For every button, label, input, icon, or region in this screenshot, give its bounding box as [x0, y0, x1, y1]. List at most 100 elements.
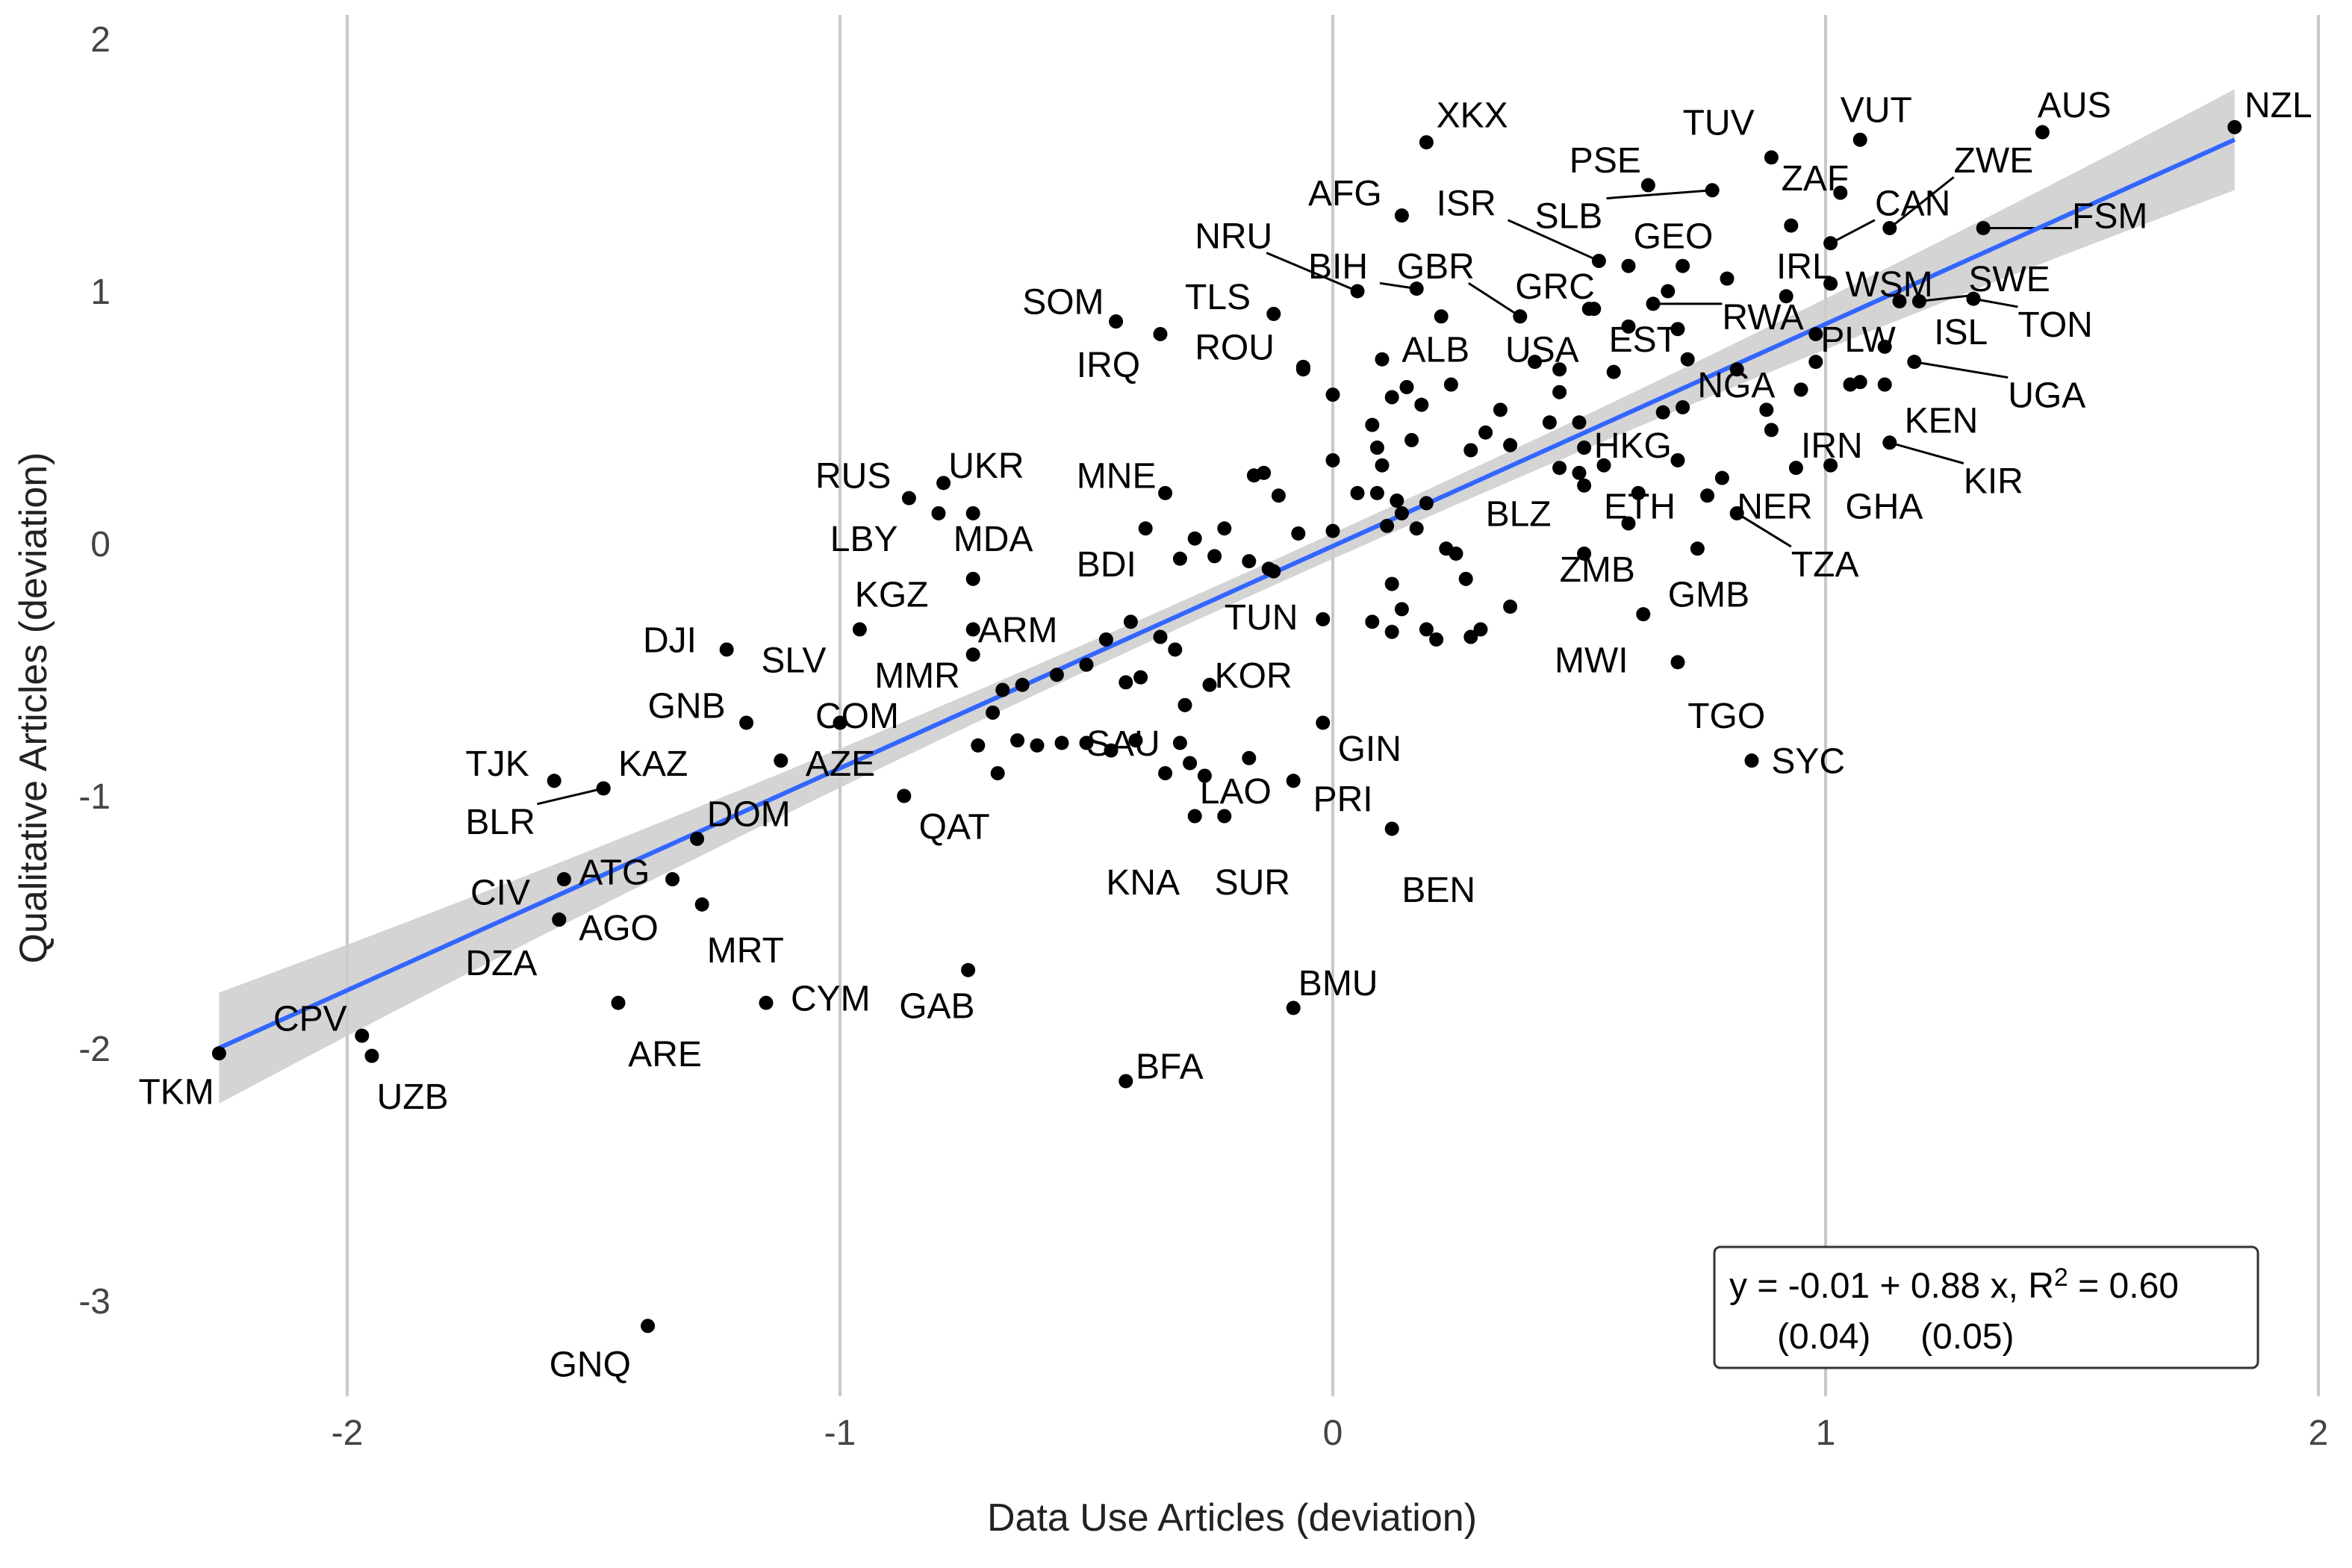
data-point-bih [1409, 281, 1424, 296]
data-point-vut [1852, 132, 1867, 147]
data-point [1390, 494, 1404, 508]
leader-line-uga [1914, 361, 2009, 379]
data-point-ken [1877, 377, 1892, 392]
y-tick-label: -2 [78, 1030, 111, 1069]
point-label-aze: AZE [806, 744, 875, 784]
point-label-gab: GAB [899, 987, 974, 1027]
data-point-gmb [1690, 541, 1705, 556]
point-label-rus: RUS [815, 457, 891, 497]
point-label-nga: NGA [1697, 366, 1775, 405]
data-point [1365, 417, 1380, 432]
data-point [1729, 362, 1744, 377]
data-point [1384, 390, 1399, 405]
annotation-line-2: (0.04) (0.05) [1777, 1317, 2014, 1357]
data-point [995, 682, 1010, 697]
data-point [1172, 551, 1187, 566]
data-point [1010, 733, 1025, 748]
data-point [1788, 461, 1803, 476]
point-label-irl: IRL [1776, 247, 1832, 287]
data-point-kgz [965, 571, 980, 586]
data-point [1054, 735, 1069, 750]
point-label-civ: CIV [470, 873, 530, 912]
data-point [1399, 379, 1414, 394]
point-label-lby: LBY [830, 520, 898, 559]
data-point-qat [897, 788, 912, 803]
leader-line-slb [1606, 189, 1713, 200]
data-point-tuv [1764, 150, 1779, 165]
y-tick-label: 2 [90, 20, 111, 60]
data-point-gnb [739, 715, 754, 730]
data-point [1183, 756, 1198, 771]
data-point [1676, 258, 1690, 273]
data-point [1670, 452, 1685, 467]
data-point-fsm [1976, 221, 1991, 235]
point-label-gnq: GNQ [550, 1345, 631, 1385]
data-point-atg [665, 872, 680, 887]
data-point [1621, 258, 1636, 273]
point-label-ben: BEN [1401, 871, 1475, 910]
point-label-geo: GEO [1634, 217, 1714, 257]
data-point-dom [690, 831, 705, 846]
data-point [1133, 670, 1148, 685]
data-point [1187, 531, 1202, 546]
x-tick-label: 0 [1323, 1413, 1343, 1453]
point-label-pse: PSE [1569, 141, 1641, 181]
data-point-tza [1729, 505, 1744, 520]
point-label-kor: KOR [1215, 656, 1292, 696]
data-point [1473, 622, 1488, 637]
data-point-arm [965, 622, 980, 637]
data-point [1325, 388, 1340, 402]
data-point-aus [2035, 125, 2050, 140]
data-point [1375, 458, 1390, 473]
point-label-bih: BIH [1308, 247, 1368, 287]
annotation-r2: = 0.60 [2068, 1266, 2179, 1306]
data-point-nru [1350, 284, 1365, 299]
point-label-irq: IRQ [1077, 346, 1140, 385]
point-label-ner: NER [1737, 487, 1812, 526]
data-point-eth [1621, 516, 1636, 531]
leader-line-isr [1507, 219, 1600, 262]
data-point [1119, 675, 1133, 690]
point-label-vut: VUT [1841, 91, 1912, 131]
data-point [1429, 632, 1444, 647]
data-point [1808, 355, 1823, 370]
data-point [1572, 415, 1587, 430]
data-point [1079, 657, 1094, 672]
x-tick-label: 2 [2309, 1413, 2329, 1453]
data-points [211, 119, 2242, 1334]
y-tick-label: -3 [78, 1282, 111, 1322]
leader-line-nru [1266, 252, 1358, 293]
data-point [1242, 554, 1257, 569]
data-point [1552, 461, 1567, 476]
data-point-geo [1784, 218, 1799, 233]
data-point-swe [1911, 294, 1926, 309]
x-axis-title: Data Use Articles (deviation) [987, 1496, 1477, 1540]
data-point-rus [901, 491, 916, 505]
data-point-pri [1286, 774, 1301, 788]
data-point [1720, 271, 1735, 286]
annotation-line-1: y = -0.01 + 0.88 x, R2 = 0.60 [1729, 1263, 2179, 1306]
data-point [1104, 743, 1119, 758]
data-point-mne [1158, 485, 1173, 500]
point-label-dji: DJI [643, 620, 697, 660]
point-label-blr: BLR [465, 803, 535, 842]
point-label-swe: SWE [1968, 260, 2050, 299]
point-label-can: CAN [1875, 184, 1950, 224]
leader-line-ton [1973, 297, 2018, 308]
data-point [1503, 438, 1518, 452]
data-point [1463, 629, 1478, 644]
x-tick-label: -2 [332, 1413, 364, 1453]
data-point-tkm [211, 1046, 226, 1061]
data-point [1542, 415, 1557, 430]
data-point [1123, 615, 1138, 629]
data-point [1217, 521, 1232, 536]
data-point-mrt [694, 897, 709, 912]
data-point [1843, 377, 1858, 392]
data-point [1661, 284, 1676, 299]
point-label-uga: UGA [2008, 376, 2085, 416]
data-point [1316, 612, 1331, 626]
point-label-tuv: TUV [1683, 104, 1755, 143]
data-point-hkg [1577, 441, 1592, 455]
leader-line-kir [1889, 441, 1964, 464]
